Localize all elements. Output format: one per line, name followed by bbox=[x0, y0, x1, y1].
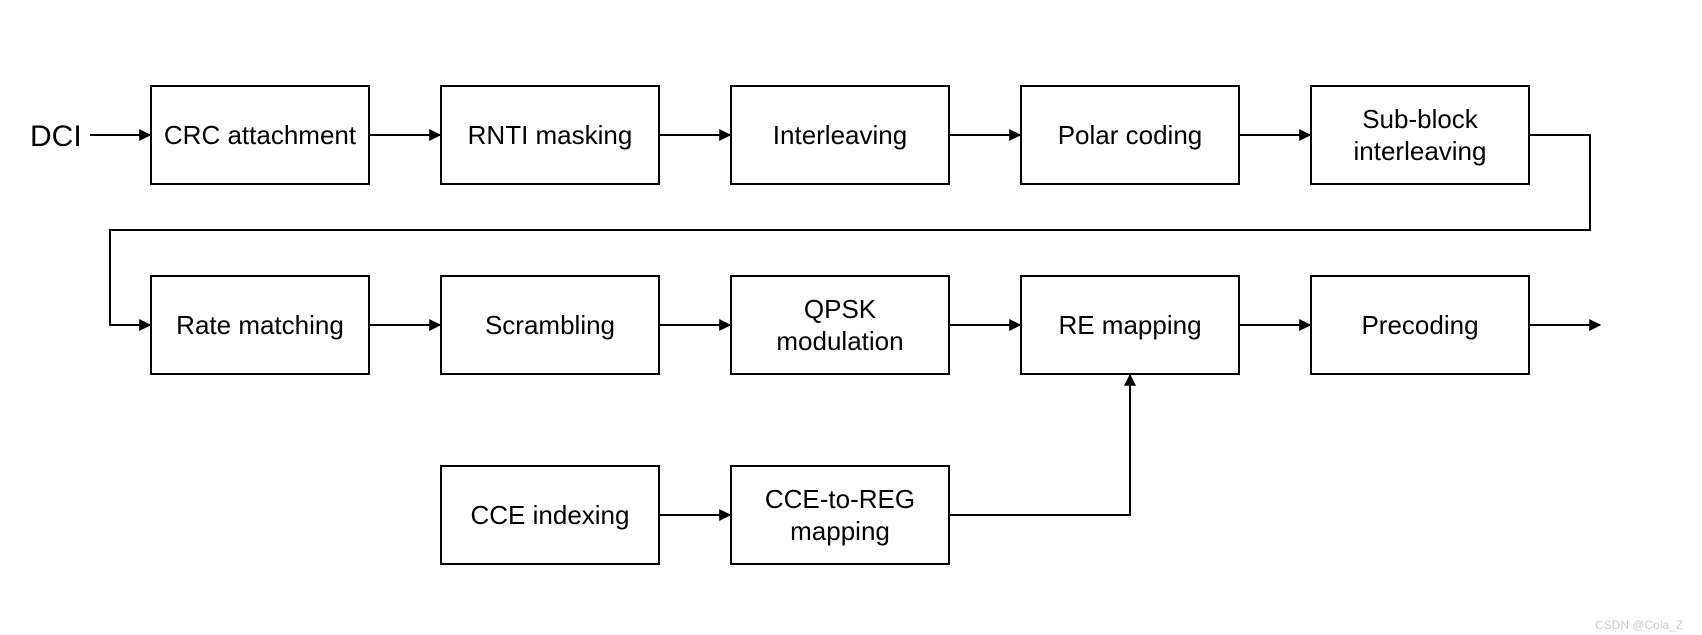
node-re-mapping: RE mapping bbox=[1020, 275, 1240, 375]
node-label: CCE-to-REG mapping bbox=[740, 483, 940, 548]
node-label: Polar coding bbox=[1058, 119, 1203, 152]
node-label: CRC attachment bbox=[164, 119, 356, 152]
edge-ccereg-remap bbox=[950, 375, 1130, 515]
watermark-text: CSDN @Cola_Z bbox=[1595, 618, 1683, 632]
input-label-dci: DCI bbox=[30, 120, 82, 154]
flowchart-canvas: DCI CRC attachment RNTI masking Interlea… bbox=[0, 0, 1702, 635]
node-label: QPSK modulation bbox=[740, 293, 940, 358]
node-precoding: Precoding bbox=[1310, 275, 1530, 375]
node-label: Precoding bbox=[1361, 309, 1478, 342]
node-scrambling: Scrambling bbox=[440, 275, 660, 375]
node-rate-matching: Rate matching bbox=[150, 275, 370, 375]
node-polar-coding: Polar coding bbox=[1020, 85, 1240, 185]
node-subblock-interleaving: Sub-block interleaving bbox=[1310, 85, 1530, 185]
node-label: Sub-block interleaving bbox=[1320, 103, 1520, 168]
node-cce-to-reg-mapping: CCE-to-REG mapping bbox=[730, 465, 950, 565]
node-label: Rate matching bbox=[176, 309, 344, 342]
node-cce-indexing: CCE indexing bbox=[440, 465, 660, 565]
node-label: Interleaving bbox=[773, 119, 907, 152]
node-crc-attachment: CRC attachment bbox=[150, 85, 370, 185]
node-label: RNTI masking bbox=[468, 119, 633, 152]
node-label: RE mapping bbox=[1058, 309, 1201, 342]
node-rnti-masking: RNTI masking bbox=[440, 85, 660, 185]
node-label: CCE indexing bbox=[471, 499, 630, 532]
node-label: Scrambling bbox=[485, 309, 615, 342]
node-qpsk-modulation: QPSK modulation bbox=[730, 275, 950, 375]
node-interleaving: Interleaving bbox=[730, 85, 950, 185]
